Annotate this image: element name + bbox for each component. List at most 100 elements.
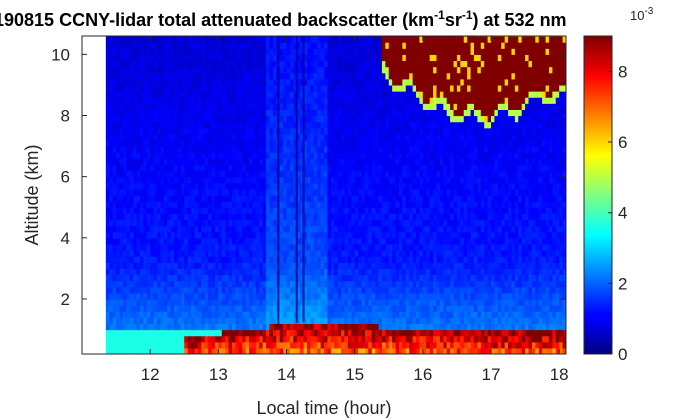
heatmap-cell bbox=[313, 103, 318, 110]
heatmap-cell bbox=[306, 286, 311, 294]
heatmap-cell bbox=[136, 341, 141, 349]
heatmap-cell bbox=[187, 48, 192, 55]
heatmap-cell bbox=[235, 121, 240, 129]
heatmap-cell bbox=[163, 268, 168, 276]
heatmap-cell bbox=[122, 329, 127, 337]
heatmap-cell bbox=[405, 280, 410, 288]
heatmap-cell bbox=[150, 243, 155, 251]
heatmap-cell bbox=[119, 195, 124, 202]
heatmap-cell bbox=[201, 36, 206, 43]
heatmap-cell bbox=[385, 158, 390, 166]
heatmap-cell bbox=[313, 268, 318, 276]
heatmap-cell bbox=[412, 146, 417, 153]
heatmap-cell bbox=[112, 207, 117, 214]
heatmap-cell bbox=[242, 256, 247, 263]
heatmap-cell bbox=[266, 164, 271, 172]
heatmap-cell bbox=[402, 201, 407, 208]
heatmap-cell bbox=[412, 97, 417, 104]
heatmap-cell bbox=[296, 188, 301, 196]
heatmap-cell bbox=[306, 48, 311, 55]
heatmap-cell bbox=[231, 66, 236, 74]
heatmap-cell bbox=[116, 91, 121, 98]
heatmap-cell bbox=[313, 170, 318, 178]
heatmap-cell bbox=[167, 311, 172, 318]
heatmap-cell bbox=[344, 243, 349, 251]
heatmap-cell bbox=[320, 274, 325, 282]
heatmap-cell bbox=[266, 237, 271, 245]
heatmap-cell bbox=[422, 305, 427, 312]
heatmap-cell bbox=[347, 262, 352, 269]
heatmap-cell bbox=[385, 286, 390, 294]
heatmap-cell bbox=[409, 231, 414, 239]
heatmap-cell bbox=[419, 323, 424, 331]
heatmap-cell bbox=[385, 164, 390, 172]
heatmap-cell bbox=[262, 250, 267, 257]
heatmap-cell bbox=[122, 237, 127, 245]
heatmap-cell bbox=[136, 250, 141, 257]
heatmap-cell bbox=[272, 103, 277, 110]
heatmap-cell bbox=[225, 219, 230, 227]
heatmap-cell bbox=[194, 237, 199, 245]
heatmap-cell bbox=[259, 207, 264, 214]
heatmap-cell bbox=[194, 84, 199, 92]
heatmap-cell bbox=[163, 139, 168, 147]
heatmap-cell bbox=[385, 329, 390, 337]
heatmap-cell bbox=[252, 146, 257, 153]
heatmap-cell bbox=[313, 72, 318, 80]
heatmap-cell bbox=[272, 341, 277, 349]
heatmap-cell bbox=[337, 133, 342, 141]
heatmap-cell bbox=[119, 231, 124, 239]
heatmap-cell bbox=[347, 158, 352, 166]
heatmap-cell bbox=[364, 133, 369, 141]
heatmap-cell bbox=[392, 323, 397, 331]
heatmap-cell bbox=[221, 97, 226, 104]
heatmap-cell bbox=[419, 347, 424, 354]
heatmap-cell bbox=[252, 121, 257, 129]
heatmap-cell bbox=[341, 335, 346, 343]
heatmap-cell bbox=[419, 72, 424, 80]
heatmap-cell bbox=[381, 243, 386, 251]
heatmap-cell bbox=[252, 78, 257, 86]
heatmap-cell bbox=[293, 97, 298, 104]
heatmap-cell bbox=[126, 133, 131, 141]
heatmap-cell bbox=[163, 323, 168, 331]
heatmap-cell bbox=[289, 311, 294, 318]
heatmap-cell bbox=[119, 347, 124, 354]
heatmap-cell bbox=[279, 182, 284, 190]
heatmap-cell bbox=[109, 292, 114, 300]
heatmap-cell bbox=[272, 139, 277, 147]
heatmap-cell bbox=[313, 305, 318, 312]
heatmap-cell bbox=[133, 298, 138, 306]
heatmap-cell bbox=[187, 243, 192, 251]
heatmap-cell bbox=[358, 109, 363, 117]
heatmap-cell bbox=[419, 133, 424, 141]
heatmap-cell bbox=[361, 139, 366, 147]
heatmap-cell bbox=[289, 219, 294, 227]
heatmap-cell bbox=[416, 121, 421, 129]
heatmap-cell bbox=[126, 207, 131, 214]
heatmap-cell bbox=[395, 146, 400, 153]
heatmap-cell bbox=[395, 347, 400, 354]
heatmap-cell bbox=[116, 231, 121, 239]
heatmap-cell bbox=[129, 219, 134, 227]
heatmap-cell bbox=[197, 341, 202, 349]
heatmap-cell bbox=[170, 237, 175, 245]
heatmap-cell bbox=[416, 72, 421, 80]
heatmap-cell bbox=[116, 146, 121, 153]
heatmap-cell bbox=[177, 91, 182, 98]
heatmap-cell bbox=[378, 133, 383, 141]
heatmap-cell bbox=[191, 109, 196, 117]
heatmap-cell bbox=[296, 121, 301, 129]
heatmap-cell bbox=[283, 152, 288, 159]
heatmap-cell bbox=[259, 225, 264, 233]
heatmap-cell bbox=[160, 97, 165, 104]
heatmap-cell bbox=[136, 78, 141, 86]
heatmap-cell bbox=[167, 237, 172, 245]
heatmap-cell bbox=[136, 127, 141, 135]
heatmap-cell bbox=[225, 72, 230, 80]
heatmap-cell bbox=[422, 42, 427, 49]
heatmap-cell bbox=[231, 341, 236, 349]
heatmap-cell bbox=[167, 305, 172, 312]
heatmap-cell bbox=[310, 115, 315, 123]
heatmap-cell bbox=[300, 97, 305, 104]
